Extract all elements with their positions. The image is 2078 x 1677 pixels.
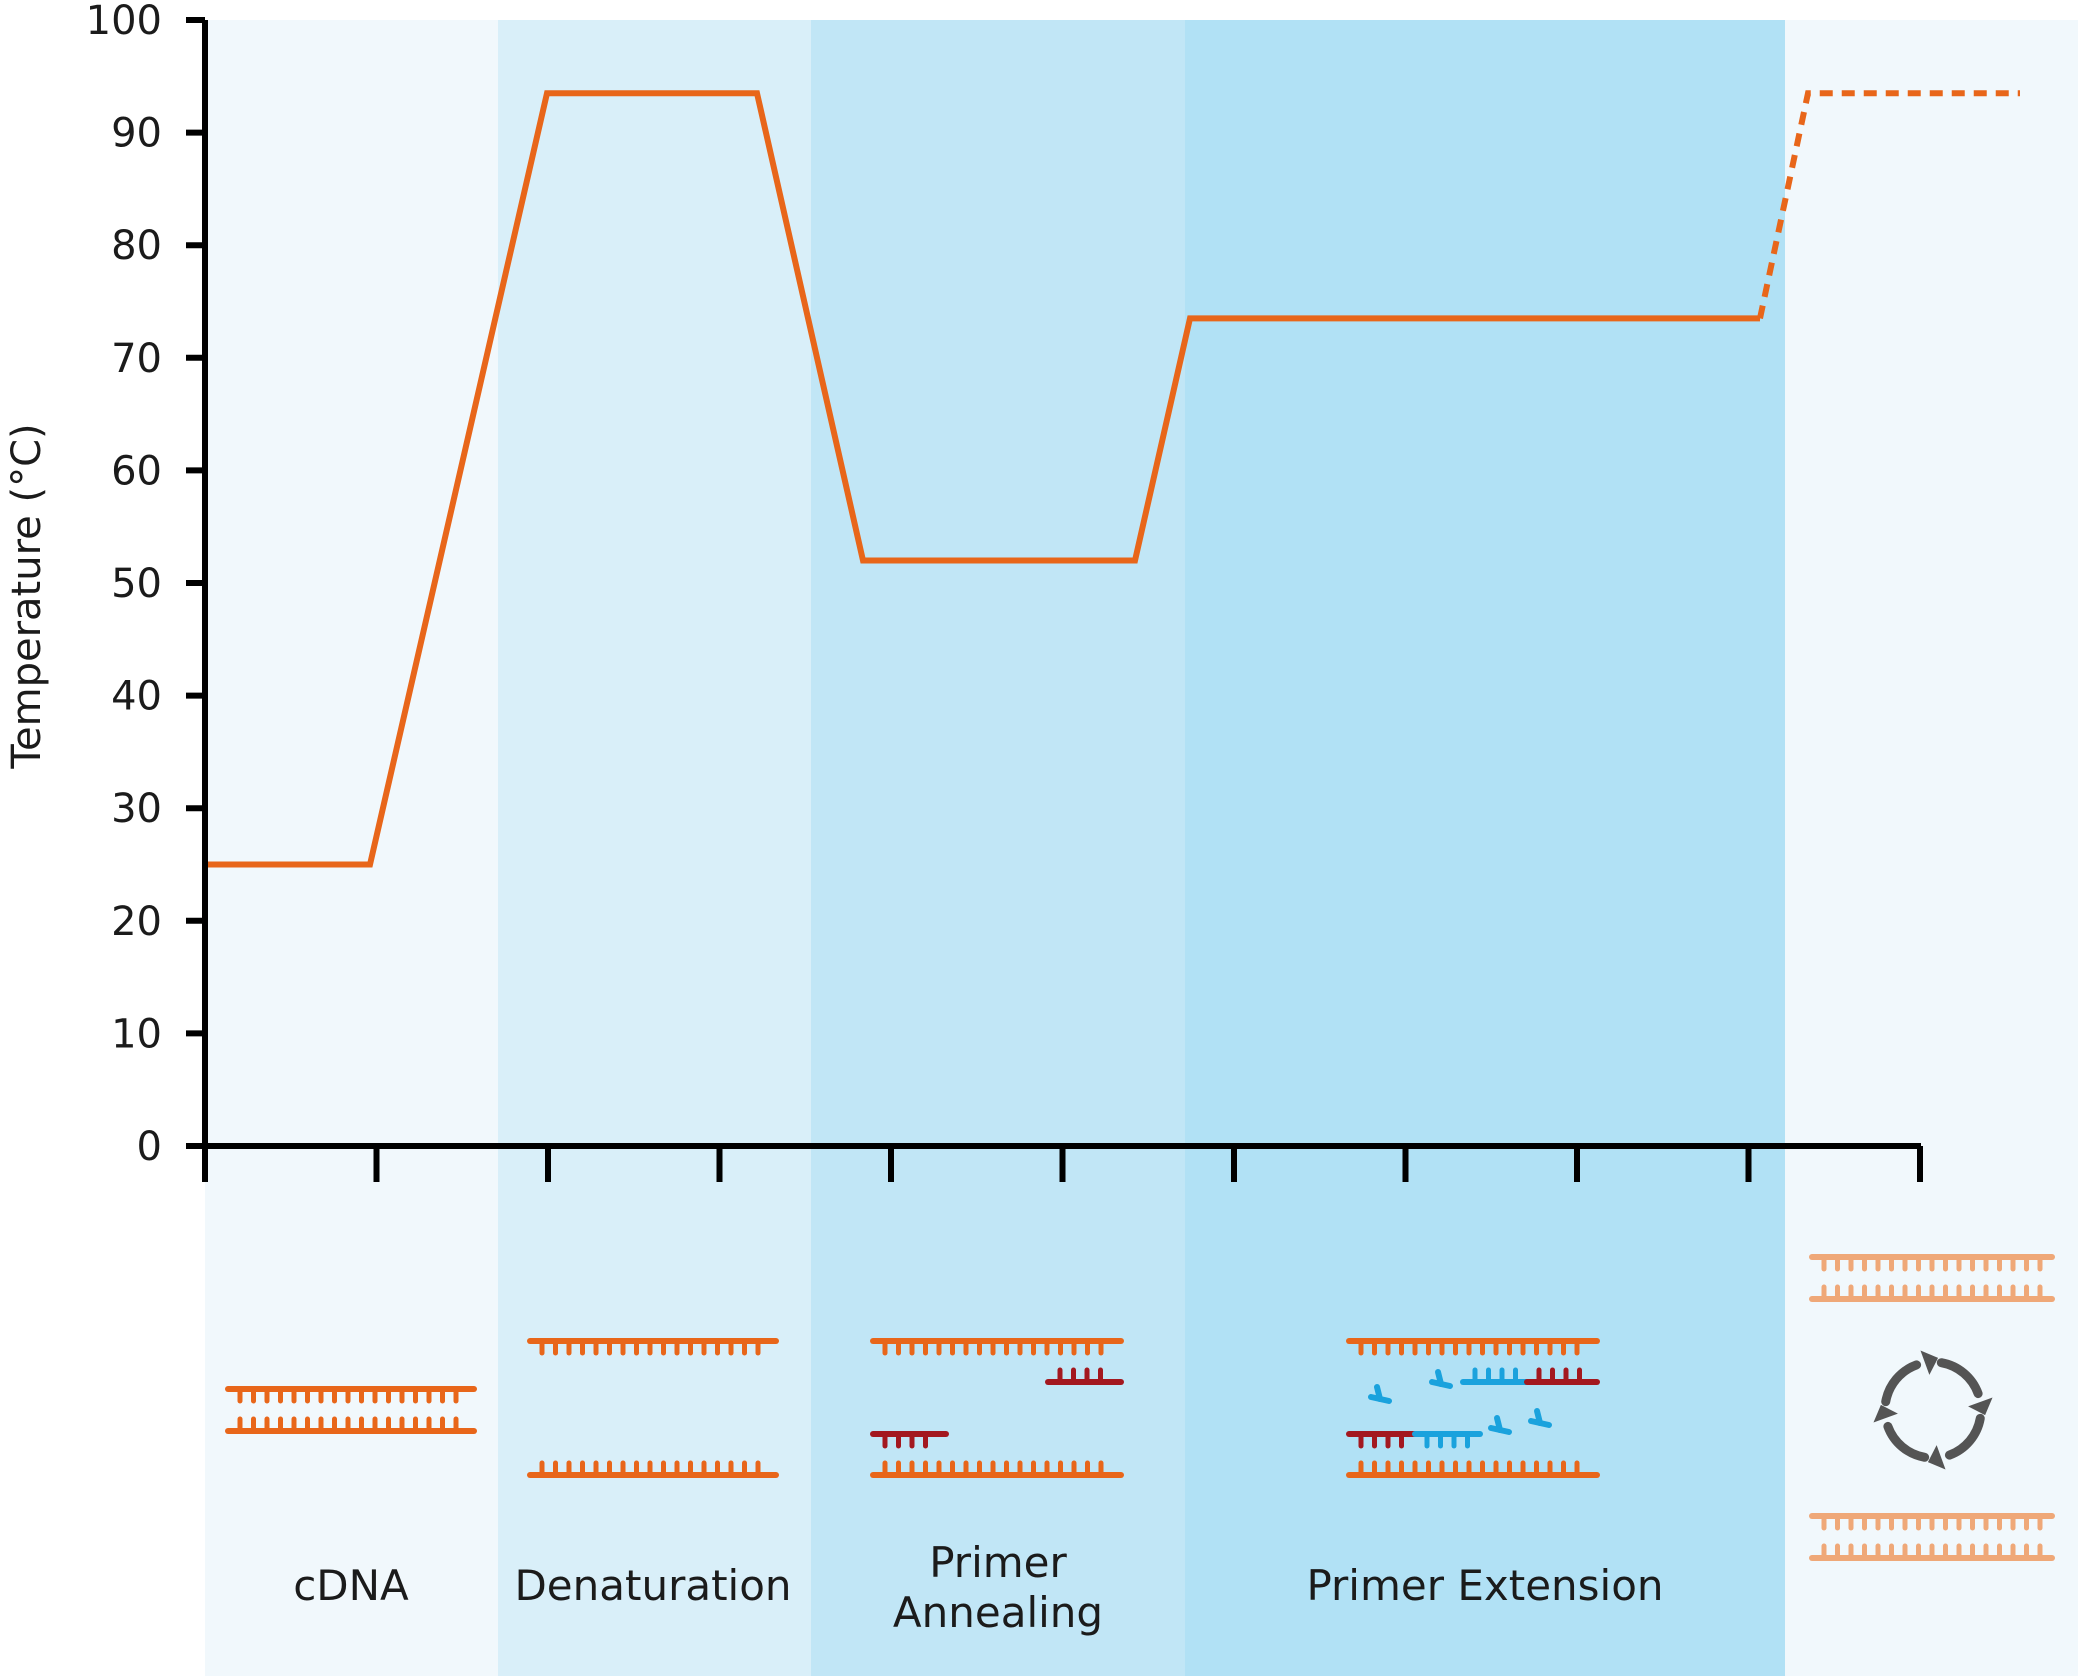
new-strand-reverse: [1460, 1367, 1533, 1385]
phase-band-cycle: [1785, 20, 2078, 1676]
primer-forward: [870, 1431, 949, 1449]
phase-backgrounds: [205, 20, 2078, 1676]
top-strand: [1809, 1254, 2055, 1272]
y-tick-label: 90: [111, 111, 162, 157]
phase-label-annealing-line1: Primer: [929, 1538, 1067, 1587]
y-tick-label: 100: [86, 0, 162, 44]
primer-reverse: [1045, 1367, 1124, 1385]
free-nucleotide: [1429, 1369, 1453, 1389]
y-tick-label: 20: [111, 899, 162, 945]
dna-illustrations: [225, 1254, 2055, 1561]
free-nucleotide: [1488, 1415, 1512, 1435]
single-strand-bottom: [527, 1460, 779, 1478]
cycle-arrow-head: [1873, 1404, 1898, 1423]
denatured-single-strands: [527, 1338, 779, 1478]
template-bottom: [870, 1460, 1124, 1478]
bottom-strand: [225, 1416, 477, 1434]
template-top: [870, 1338, 1124, 1356]
cycle-arrows-icon: [1873, 1350, 1993, 1470]
axes: 0 10 20 30 40 50 60 70 80 90 100 Temperature (°C): [4, 0, 1923, 1182]
cdna-duplex: [225, 1386, 477, 1434]
y-tick-label: 30: [111, 786, 162, 832]
copy-duplex-top: [1809, 1254, 2055, 1302]
y-tick-label: 50: [111, 561, 162, 607]
y-tick-label: 40: [111, 674, 162, 720]
y-tick-label: 60: [111, 448, 162, 494]
y-axis-tick-labels: 0 10 20 30 40 50 60 70 80 90 100: [86, 0, 162, 1170]
single-strand-top: [527, 1338, 779, 1356]
phase-label-cdna: cDNA: [293, 1561, 409, 1610]
free-nucleotide: [1528, 1408, 1552, 1428]
cycle-arrow-head: [1968, 1397, 1993, 1416]
new-strand-forward: [1412, 1431, 1483, 1449]
top-strand: [225, 1386, 477, 1404]
cycle-arrow-arc: [1883, 1421, 1930, 1462]
template-bottom: [1346, 1460, 1600, 1478]
phase-band-annealing: [811, 20, 1185, 1676]
phase-label-annealing-line2: Annealing: [893, 1588, 1103, 1637]
temperature-profile-line: [208, 90, 1760, 868]
y-axis-title: Temperature (°C): [4, 423, 50, 769]
y-axis-ticks: [186, 17, 205, 1149]
y-tick-label: 0: [137, 1124, 162, 1170]
primer-extension-strands: [1346, 1338, 1600, 1478]
cdna-double-strand: [225, 1386, 477, 1434]
bottom-strand: [1809, 1543, 2055, 1561]
primer-reverse: [1524, 1367, 1600, 1385]
top-strand: [1809, 1513, 2055, 1531]
y-tick-label: 80: [111, 223, 162, 269]
annealed-primers: [870, 1338, 1124, 1478]
x-axis-ticks: [202, 1146, 1923, 1182]
phase-band-denaturation: [498, 20, 811, 1676]
y-tick-label: 10: [111, 1011, 162, 1057]
phase-labels: cDNA Denaturation Primer Annealing Prime…: [293, 1538, 1663, 1637]
temperature-curve: [208, 90, 2020, 868]
next-cycle-dashed-line: [1757, 90, 2020, 320]
phase-label-denaturation: Denaturation: [514, 1561, 791, 1610]
cycle-arrow-arc: [1936, 1358, 1983, 1399]
copy-duplex-bottom: [1809, 1513, 2055, 1561]
phase-label-extension: Primer Extension: [1306, 1561, 1663, 1610]
phase-band-extension: [1185, 20, 1785, 1676]
primer-forward: [1346, 1431, 1421, 1449]
cycle-arrow-arc: [1944, 1413, 1985, 1460]
cycle-arrow-arc: [1881, 1360, 1922, 1407]
bottom-strand: [1809, 1284, 2055, 1302]
amplified-copies: [1809, 1254, 2055, 1561]
cycle-arrow-head: [1920, 1350, 1939, 1375]
y-tick-label: 70: [111, 336, 162, 382]
template-top: [1346, 1338, 1600, 1356]
free-nucleotide: [1368, 1384, 1392, 1404]
cycle-arrow-head: [1927, 1445, 1946, 1470]
